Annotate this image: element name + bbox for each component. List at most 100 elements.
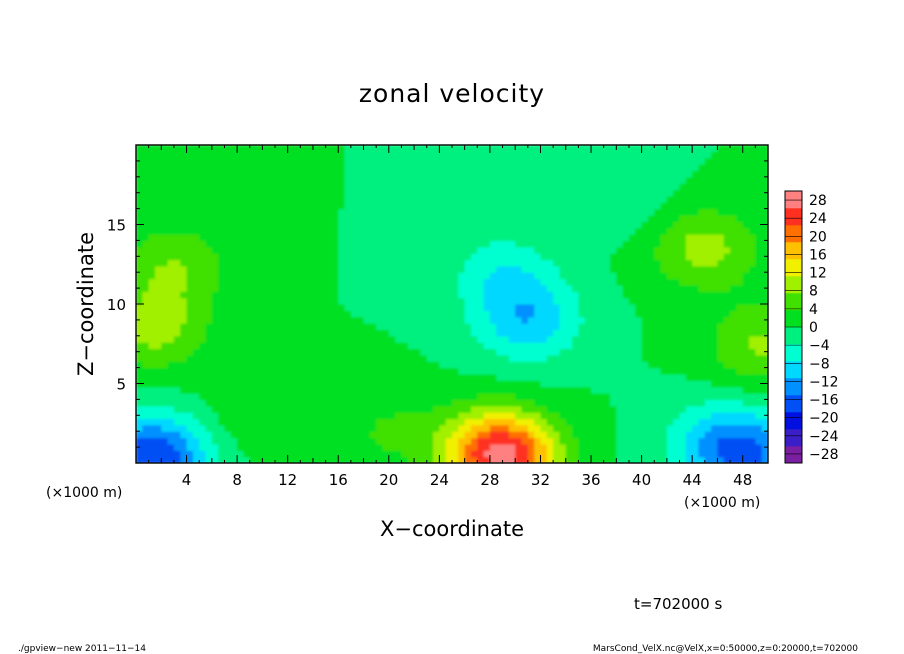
heatmap-cell (723, 164, 731, 172)
heatmap-cell (439, 297, 447, 305)
heatmap-cell (294, 227, 301, 235)
heatmap-cell (527, 246, 535, 254)
heatmap-cell (369, 278, 377, 286)
heatmap-cell (331, 284, 339, 292)
heatmap-cell (357, 450, 365, 458)
heatmap-cell (420, 412, 428, 420)
heatmap-cell (692, 278, 700, 286)
heatmap-cell (546, 412, 554, 420)
heatmap-cell (553, 157, 561, 165)
heatmap-cell (628, 240, 636, 248)
heatmap-cell (243, 418, 251, 426)
heatmap-cell (161, 202, 169, 210)
heatmap-cell (515, 164, 523, 172)
heatmap-cell (521, 272, 529, 280)
heatmap-cell (692, 214, 700, 222)
heatmap-cell (730, 424, 737, 432)
heatmap-cell (502, 259, 510, 267)
heatmap-cell (698, 284, 706, 292)
heatmap-cell (730, 164, 737, 172)
heatmap-cell (331, 234, 339, 241)
heatmap-cell (635, 278, 643, 286)
heatmap-cell (452, 386, 459, 394)
heatmap-cell (616, 405, 624, 413)
heatmap-cell (496, 450, 504, 458)
heatmap-cell (230, 202, 238, 210)
heatmap-cell (635, 335, 643, 343)
heatmap-cell (407, 176, 415, 184)
heatmap-cell (363, 246, 371, 254)
heatmap-cell (363, 272, 371, 280)
heatmap-cell (142, 151, 150, 159)
heatmap-cell (331, 145, 339, 152)
heatmap-cell (237, 202, 245, 210)
heatmap-cell (572, 367, 579, 375)
heatmap-cell (401, 431, 409, 439)
heatmap-cell (565, 329, 573, 337)
heatmap-cell (344, 412, 352, 420)
heatmap-cell (591, 214, 598, 222)
heatmap-cell (572, 310, 579, 318)
heatmap-cell (142, 284, 150, 292)
heatmap-cell (521, 437, 529, 445)
heatmap-cell (199, 393, 207, 400)
heatmap-cell (489, 246, 497, 254)
heatmap-cell (167, 437, 175, 445)
heatmap-cell (635, 304, 643, 311)
heatmap-cell (527, 329, 535, 337)
heatmap-cell (572, 348, 579, 356)
heatmap-cell (136, 246, 143, 254)
heatmap-cell (230, 272, 238, 280)
heatmap-cell (647, 393, 655, 400)
heatmap-cell (584, 151, 592, 159)
heatmap-cell (591, 373, 598, 381)
heatmap-cell (376, 272, 384, 280)
heatmap-cell (237, 310, 245, 318)
heatmap-cell (635, 348, 643, 356)
heatmap-cell (711, 393, 719, 400)
heatmap-cell (666, 399, 674, 407)
heatmap-cell (230, 214, 238, 222)
heatmap-cell (319, 272, 327, 280)
heatmap-cell (376, 221, 384, 229)
heatmap-cell (470, 424, 478, 432)
heatmap-cell (243, 234, 251, 241)
heatmap-cell (534, 316, 542, 324)
heatmap-cell (641, 272, 649, 280)
heatmap-cell (433, 323, 440, 331)
heatmap-cell (312, 176, 320, 184)
heatmap-cell (679, 386, 687, 394)
heatmap-cell (597, 157, 605, 165)
heatmap-cell (312, 304, 320, 311)
heatmap-cell (350, 316, 358, 324)
heatmap-cell (211, 189, 219, 197)
heatmap-cell (502, 424, 510, 432)
heatmap-cell (401, 227, 409, 235)
heatmap-cell (704, 443, 712, 451)
heatmap-cell (673, 399, 681, 407)
heatmap-cell (622, 323, 630, 331)
heatmap-cell (388, 240, 396, 248)
heatmap-cell (369, 253, 377, 261)
heatmap-cell (357, 424, 365, 432)
heatmap-cell (382, 157, 390, 165)
heatmap-cell (433, 221, 440, 229)
heatmap-cell (167, 329, 175, 337)
heatmap-cell (249, 386, 257, 394)
heatmap-cell (325, 202, 333, 210)
heatmap-cell (698, 316, 706, 324)
heatmap-cell (167, 380, 175, 388)
heatmap-cell (628, 227, 636, 235)
heatmap-cell (628, 437, 636, 445)
heatmap-cell (458, 214, 466, 222)
heatmap-cell (275, 195, 282, 203)
heatmap-cell (527, 151, 535, 159)
heatmap-cell (616, 342, 624, 350)
heatmap-cell (173, 195, 181, 203)
heatmap-cell (376, 393, 384, 400)
heatmap-cell (704, 259, 712, 267)
heatmap-cell (477, 284, 485, 292)
heatmap-cell (717, 304, 725, 311)
heatmap-cell (736, 214, 744, 222)
heatmap-cell (376, 227, 384, 235)
